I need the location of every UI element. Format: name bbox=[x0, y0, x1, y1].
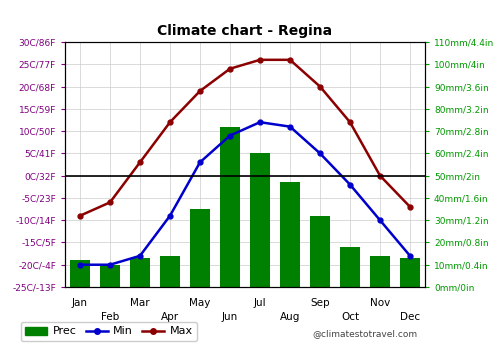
Text: Jun: Jun bbox=[222, 312, 238, 322]
Text: Jul: Jul bbox=[254, 298, 266, 308]
Title: Climate chart - Regina: Climate chart - Regina bbox=[158, 24, 332, 38]
Bar bbox=[160, 256, 180, 287]
Text: @climatestotravel.com: @climatestotravel.com bbox=[312, 329, 418, 338]
Text: Dec: Dec bbox=[400, 312, 420, 322]
Bar bbox=[250, 153, 270, 287]
Text: Mar: Mar bbox=[130, 298, 150, 308]
Text: Oct: Oct bbox=[341, 312, 359, 322]
Text: Apr: Apr bbox=[161, 312, 179, 322]
Text: Aug: Aug bbox=[280, 312, 300, 322]
Bar bbox=[400, 258, 420, 287]
Legend: Prec, Min, Max: Prec, Min, Max bbox=[20, 322, 198, 341]
Bar bbox=[280, 182, 300, 287]
Bar bbox=[70, 260, 90, 287]
Bar bbox=[340, 247, 360, 287]
Bar bbox=[310, 216, 330, 287]
Text: May: May bbox=[190, 298, 210, 308]
Text: Nov: Nov bbox=[370, 298, 390, 308]
Text: Jan: Jan bbox=[72, 298, 88, 308]
Bar bbox=[100, 265, 120, 287]
Text: Feb: Feb bbox=[101, 312, 119, 322]
Bar bbox=[370, 256, 390, 287]
Bar bbox=[130, 258, 150, 287]
Bar bbox=[220, 127, 240, 287]
Bar bbox=[190, 209, 210, 287]
Text: Sep: Sep bbox=[310, 298, 330, 308]
